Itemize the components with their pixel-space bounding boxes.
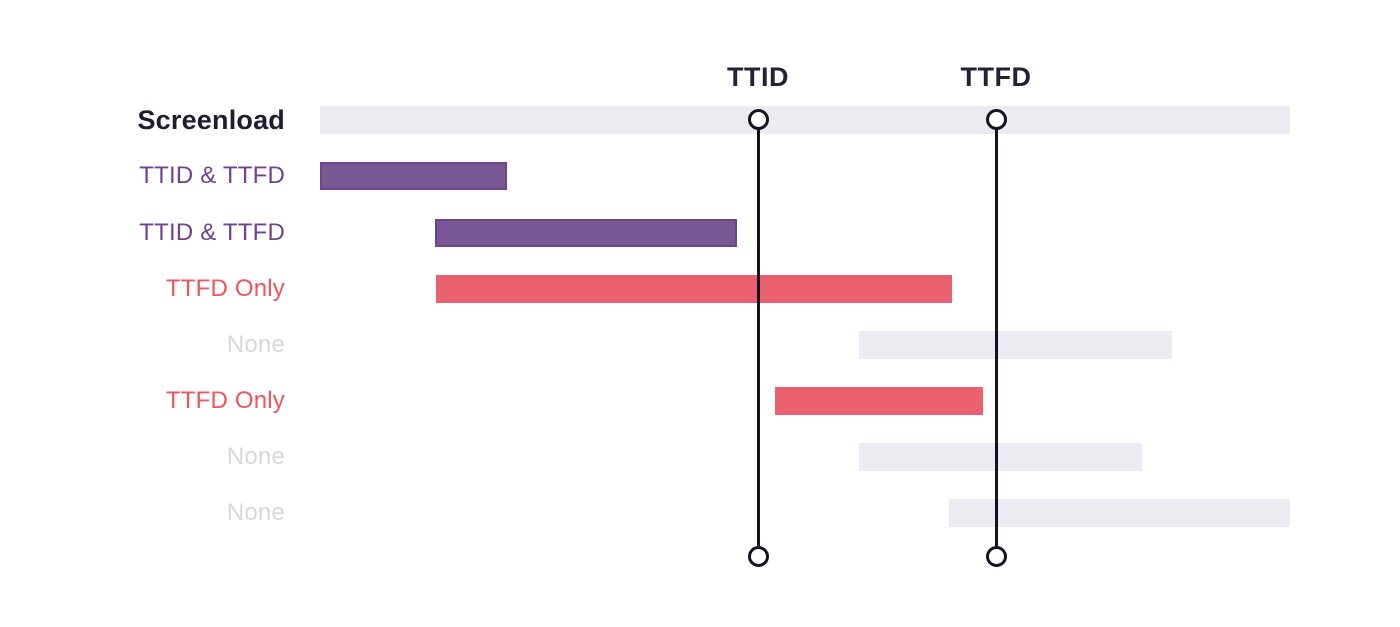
ttid-top-circle (747, 108, 769, 130)
row-ttid-ttfd-1: TTID & TTFD (0, 162, 1400, 190)
screenload-span-bar (320, 106, 1290, 134)
row-none-3: None (0, 499, 1400, 527)
span-bar (775, 387, 983, 415)
row-none-1: None (0, 331, 1400, 359)
row-ttfd-only-2: TTFD Only (0, 387, 1400, 415)
ttfd-top-circle (985, 108, 1007, 130)
ttid-line (756, 128, 760, 546)
ttfd-line (994, 128, 998, 546)
row-label: None (226, 331, 285, 358)
row-label: None (226, 499, 285, 526)
span-bar (859, 443, 1142, 471)
row-label: Screenload (137, 105, 285, 135)
ttfd-marker-label: TTFD (960, 62, 1032, 92)
span-bar (435, 219, 737, 247)
row-ttfd-only-1: TTFD Only (0, 275, 1400, 303)
row-label: TTFD Only (165, 387, 285, 414)
ttfd-bottom-circle (985, 545, 1007, 567)
span-bar (949, 499, 1290, 527)
ttid-marker-label: TTID (727, 62, 789, 92)
row-screenload: Screenload (0, 106, 1400, 134)
row-label: None (226, 443, 285, 470)
span-bar (436, 275, 952, 303)
row-label: TTID & TTFD (139, 219, 285, 246)
row-label: TTID & TTFD (139, 162, 285, 189)
row-ttid-ttfd-2: TTID & TTFD (0, 219, 1400, 247)
ttid-bottom-circle (747, 545, 769, 567)
span-bar (859, 331, 1172, 359)
row-label: TTFD Only (165, 275, 285, 302)
row-none-2: None (0, 443, 1400, 471)
span-bar (320, 162, 507, 190)
